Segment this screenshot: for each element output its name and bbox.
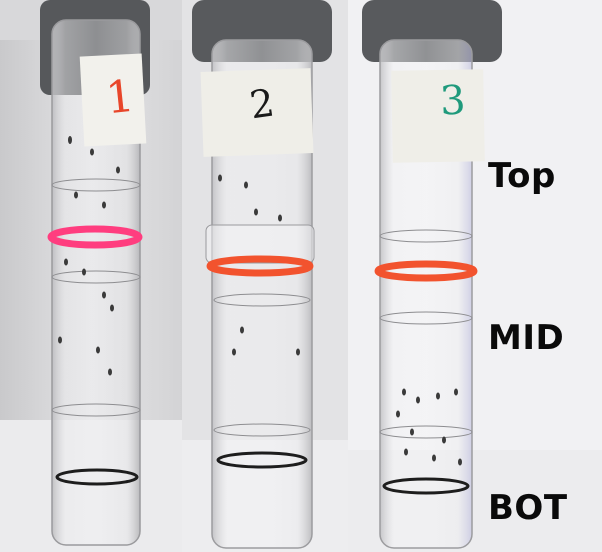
- rubber-band: [206, 255, 314, 277]
- region-label-mid: MID: [488, 318, 565, 358]
- rubber-band: [374, 260, 478, 282]
- tube-number-1: 1: [103, 70, 137, 125]
- flies: [218, 174, 300, 356]
- rubber-band: [47, 225, 143, 249]
- panel-tube-1: [0, 0, 182, 552]
- tube-number-3: 3: [438, 77, 467, 125]
- flies: [58, 136, 120, 376]
- paper-label: [200, 68, 314, 157]
- panel-tube-3: [348, 0, 602, 552]
- region-label-top: Top: [488, 156, 556, 196]
- paper-label: [391, 69, 485, 163]
- paper-label: [79, 53, 147, 147]
- glass-tube: [379, 39, 473, 549]
- panel-tube-2: [182, 0, 348, 552]
- flies: [396, 388, 462, 466]
- region-label-bot: BOT: [488, 488, 568, 528]
